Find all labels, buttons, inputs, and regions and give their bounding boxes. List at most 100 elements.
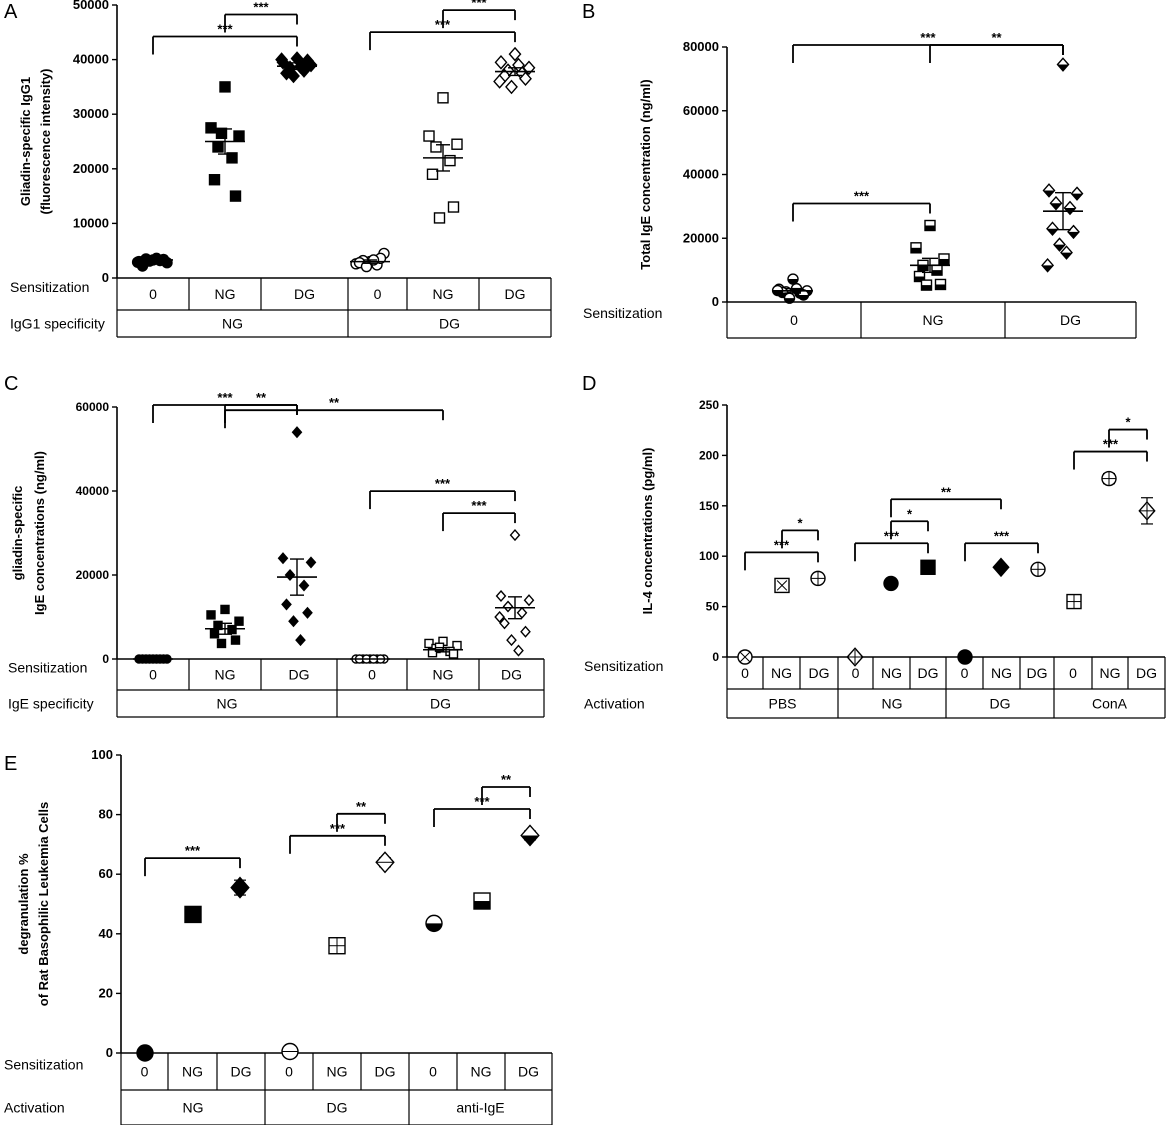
category-label: NG bbox=[771, 665, 792, 681]
data-point bbox=[493, 74, 507, 89]
data-point bbox=[206, 610, 216, 620]
data-group bbox=[810, 570, 826, 587]
significance-bracket: *** bbox=[792, 30, 1064, 63]
category-label: NG bbox=[881, 665, 902, 681]
data-point bbox=[423, 130, 435, 142]
category-label: DG bbox=[1136, 665, 1157, 681]
data-point-fill bbox=[921, 285, 932, 291]
row-label: Activation bbox=[584, 696, 645, 712]
category-row: Sensitization 0 NG DG 0 NG DG 0 NG DG bbox=[4, 1053, 553, 1091]
category-row: Activation NG DG anti-IgE bbox=[4, 1090, 553, 1125]
category-label: DG bbox=[518, 1064, 539, 1080]
significance-bracket: *** bbox=[224, 0, 298, 33]
y-axis-label: degranulation % bbox=[16, 853, 31, 955]
y-tick-label: 100 bbox=[91, 747, 113, 762]
data-group bbox=[275, 51, 318, 84]
y-tick-label: 20 bbox=[99, 985, 113, 1000]
data-group bbox=[774, 577, 790, 594]
data-point bbox=[298, 579, 310, 592]
data-group bbox=[131, 252, 173, 272]
row-label: Sensitization bbox=[4, 1057, 83, 1073]
y-axis-label: gliadin-specific bbox=[10, 486, 25, 581]
category-label: DG bbox=[1027, 665, 1048, 681]
y-tick-label: 0 bbox=[106, 1045, 113, 1060]
data-group bbox=[205, 81, 245, 202]
data-point bbox=[433, 212, 446, 224]
data-group bbox=[277, 426, 317, 647]
data-group bbox=[205, 604, 245, 649]
significance-label: ** bbox=[941, 484, 952, 499]
data-point-fill bbox=[939, 258, 949, 264]
data-group bbox=[520, 824, 540, 847]
data-point bbox=[883, 575, 899, 592]
significance-label: *** bbox=[854, 189, 870, 204]
significance-bracket: ** bbox=[481, 772, 531, 805]
y-tick-label: 0 bbox=[712, 294, 719, 309]
significance-bracket: *** bbox=[144, 843, 241, 877]
category-label: DG bbox=[231, 1064, 252, 1080]
y-tick-label: 20000 bbox=[683, 230, 719, 245]
y-tick-label: 20000 bbox=[76, 568, 110, 582]
significance-label: *** bbox=[920, 30, 936, 45]
panel-letter: B bbox=[582, 1, 595, 23]
category-row: Sensitization 0 NG DG 0 NG DG 0 NG DG 0 NG DG bbox=[584, 657, 1166, 690]
row-label: Sensitization bbox=[584, 658, 663, 674]
data-point bbox=[136, 1044, 154, 1062]
category-label: NG bbox=[215, 667, 236, 683]
significance-bracket: ** bbox=[336, 799, 386, 832]
data-point-fill bbox=[426, 923, 442, 932]
data-point bbox=[494, 610, 505, 624]
data-point bbox=[437, 92, 449, 104]
y-tick-label: 0 bbox=[102, 652, 109, 666]
data-point-fill bbox=[474, 901, 490, 910]
data-group bbox=[1041, 57, 1084, 273]
category-label: NG bbox=[882, 696, 903, 712]
data-point-x2 bbox=[776, 580, 788, 591]
y-tick-label: 30000 bbox=[73, 106, 109, 121]
category-label: DG bbox=[501, 667, 522, 683]
data-point-fill bbox=[772, 290, 783, 296]
y-axis-label: Total IgE concentration (ng/ml) bbox=[638, 79, 653, 269]
significance-bracket: *** bbox=[964, 528, 1039, 562]
data-group bbox=[350, 247, 390, 273]
data-point-fill bbox=[1050, 203, 1062, 210]
data-point bbox=[295, 634, 306, 647]
significance-bracket: *** bbox=[1073, 437, 1148, 470]
y-tick-label: 0 bbox=[712, 650, 719, 664]
category-label: NG bbox=[433, 667, 454, 683]
y-tick-label: 60000 bbox=[683, 103, 719, 118]
y-tick-label: 0 bbox=[102, 270, 109, 285]
data-point bbox=[288, 615, 299, 628]
significance-label: *** bbox=[471, 0, 487, 10]
data-point bbox=[131, 256, 144, 268]
data-point bbox=[523, 594, 535, 607]
data-point bbox=[209, 629, 220, 639]
y-tick-label: 40 bbox=[99, 926, 113, 941]
data-point bbox=[229, 190, 242, 202]
panel-a: A 0 10000 20000 30000 40000 50000 Gliadin-speci… bbox=[4, 0, 552, 338]
significance-bracket: *** bbox=[792, 189, 931, 222]
significance-bracket: *** bbox=[289, 821, 386, 854]
data-point-fill bbox=[914, 276, 925, 282]
data-group bbox=[133, 654, 173, 664]
category-label: NG bbox=[215, 286, 236, 302]
y-tick-label: 40000 bbox=[76, 484, 110, 498]
category-label: DG bbox=[809, 665, 830, 681]
category-label: DG bbox=[990, 696, 1011, 712]
category-row: Sensitization 0 NG DG 0 NG DG bbox=[10, 278, 552, 311]
y-axis-label: IgE concentrations (ng/ml) bbox=[32, 451, 47, 615]
category-label: NG bbox=[1100, 665, 1121, 681]
y-axis-label: (fluorescence intensity) bbox=[38, 69, 53, 215]
data-point bbox=[226, 152, 238, 164]
y-tick-label: 50 bbox=[706, 600, 720, 614]
data-point bbox=[444, 154, 456, 167]
category-label: NG bbox=[433, 286, 454, 302]
y-axis-label: of Rat Basophilic Leukemia Cells bbox=[36, 802, 51, 1006]
data-point bbox=[220, 604, 230, 615]
data-group bbox=[423, 636, 463, 659]
category-label: NG bbox=[182, 1064, 203, 1080]
data-point bbox=[513, 644, 524, 657]
data-point bbox=[447, 201, 460, 213]
data-point bbox=[230, 635, 241, 645]
category-label: NG bbox=[991, 665, 1012, 681]
